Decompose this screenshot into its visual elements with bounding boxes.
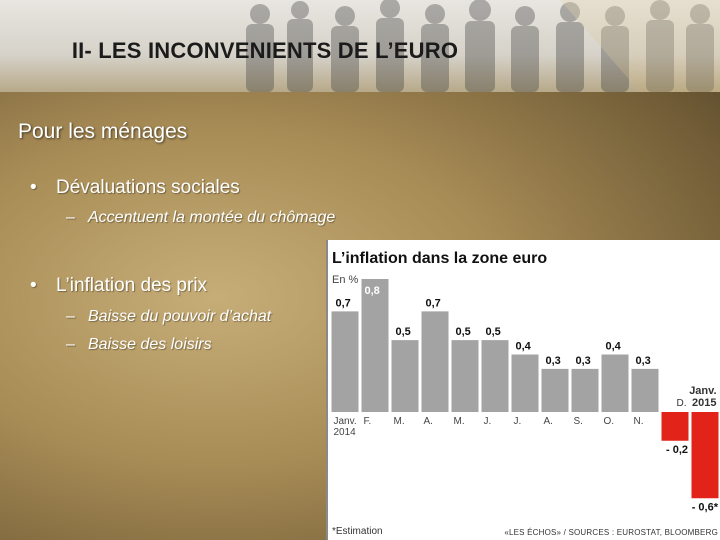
category-label: Janv. 2014 <box>334 416 357 438</box>
header-band <box>0 0 720 92</box>
sub-bullet-text: Baisse des loisirs <box>88 336 212 353</box>
bar <box>571 368 599 412</box>
sub-bullet-symbol: – <box>66 209 75 226</box>
category-label: N. <box>634 416 644 427</box>
bar <box>661 412 689 441</box>
bullet-text: L’inflation des prix <box>56 275 208 296</box>
category-label: A. <box>424 416 433 427</box>
bullet-symbol: • <box>30 275 37 296</box>
bar <box>331 311 359 412</box>
sub-bullet-item-1-1: – Accentuent la montée du chômage <box>66 209 335 227</box>
bar-value-label: - 0,6* <box>692 501 719 513</box>
bar <box>391 340 419 412</box>
bar-value-label: 0,4 <box>516 341 532 353</box>
sub-bullet-symbol: – <box>66 308 75 325</box>
slide-title: II- LES INCONVENIENTS DE L’EURO <box>71 38 459 63</box>
category-label: F. <box>364 416 372 427</box>
bar <box>361 297 389 412</box>
bar <box>601 354 629 412</box>
category-label: D. <box>677 398 687 409</box>
bar <box>691 412 719 499</box>
bullet-text: Dévaluations sociales <box>56 177 240 198</box>
bar-value-label: 0,3 <box>576 355 591 367</box>
category-label: O. <box>604 416 615 427</box>
category-label: A. <box>544 416 553 427</box>
bar-value-label: 0,5 <box>456 326 471 338</box>
highlight-label-bg <box>361 279 389 297</box>
sub-bullet-item-2-2: – Baisse des loisirs <box>66 336 212 354</box>
bar <box>511 354 539 412</box>
bar <box>481 340 509 412</box>
business-people-silhouettes-icon <box>246 0 720 92</box>
inflation-chart: L’inflation dans la zone euro En % 0,7 Ja… <box>326 240 720 540</box>
bar-value-label: 0,3 <box>636 355 651 367</box>
bar-value-label: 0,8 <box>365 285 380 297</box>
bullet-item-2: • L’inflation des prix <box>30 275 207 297</box>
bullet-symbol: • <box>30 177 37 198</box>
bar-value-label: 0,4 <box>606 341 622 353</box>
bar-value-label: 0,7 <box>426 297 441 309</box>
category-label: J. <box>484 416 492 427</box>
bar-value-label: - 0,2 <box>666 444 688 456</box>
category-label: S. <box>574 416 583 427</box>
sub-bullet-item-2-1: – Baisse du pouvoir d’achat <box>66 308 271 326</box>
category-label: M. <box>454 416 465 427</box>
category-label: M. <box>394 416 405 427</box>
bar <box>451 340 479 412</box>
sub-bullet-text: Accentuent la montée du chômage <box>88 209 336 226</box>
bar <box>421 311 449 412</box>
sub-bullet-text: Baisse du pouvoir d’achat <box>88 308 272 325</box>
chart-footnote: *Estimation <box>332 526 383 537</box>
bullet-item-1: • Dévaluations sociales <box>30 177 240 199</box>
section-heading: Pour les ménages <box>18 120 188 143</box>
bar-value-label: 0,3 <box>546 355 561 367</box>
chart-unit-label: En % <box>332 274 359 286</box>
bar-value-label: 0,5 <box>486 326 501 338</box>
bar-value-label: 0,5 <box>396 326 411 338</box>
category-label: Janv. 2015 <box>689 385 716 409</box>
category-label: J. <box>514 416 522 427</box>
sub-bullet-symbol: – <box>66 336 75 353</box>
chart-plot: 0,7 Janv. 2014 0,8 F. 0,5 M. 0,7 A. 0,5 M. 0,5 J. 0,4… <box>331 279 719 513</box>
bar <box>631 368 659 412</box>
chart-title: L’inflation dans la zone euro <box>332 250 548 267</box>
chart-source: «LES ÉCHOS» / SOURCES : EUROSTAT, BLOOMB… <box>504 528 718 537</box>
bar-value-label: 0,7 <box>336 297 351 309</box>
bar <box>541 368 569 412</box>
